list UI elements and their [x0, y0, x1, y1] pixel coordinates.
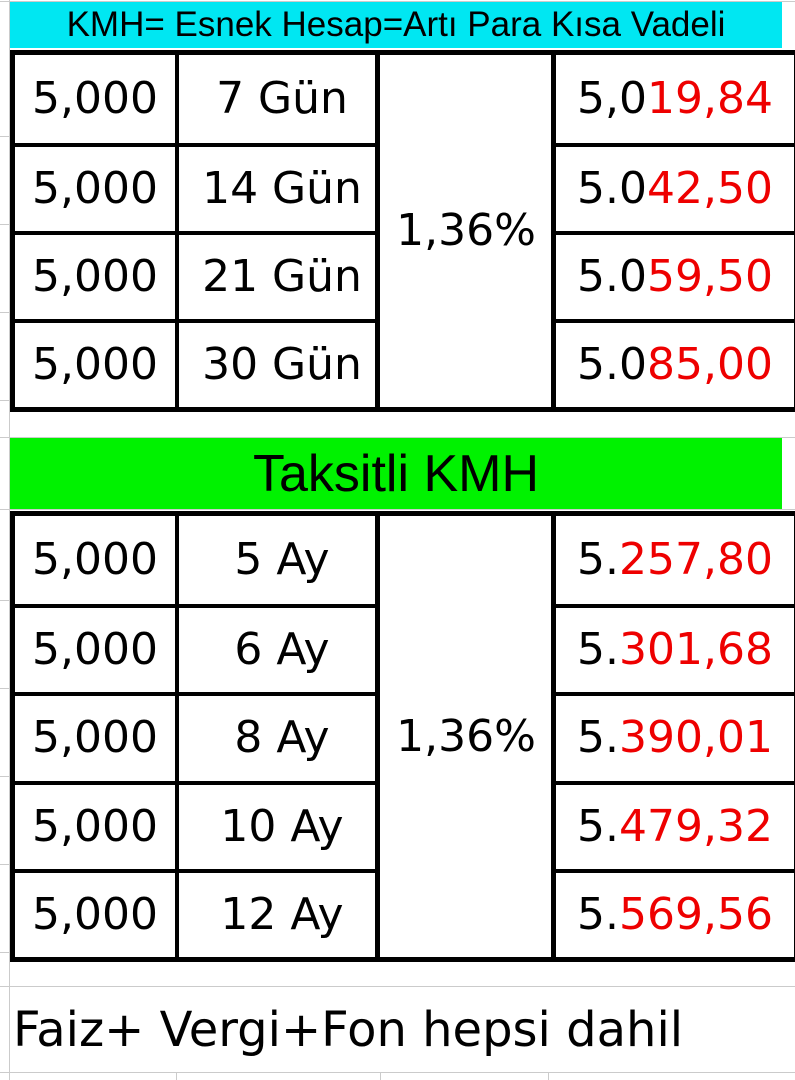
table2-result-block: 5. 257,80 5. 301,68 5. 390,01 5. 479,32 5. 56… — [551, 511, 795, 962]
value-prefix: 5. — [577, 712, 619, 764]
value-highlight: 301,68 — [619, 624, 773, 676]
table1-rate-block: 1,36% — [375, 50, 557, 412]
cell-amount[interactable]: 5,000 — [15, 319, 175, 407]
gridline — [0, 1, 795, 2]
table2-rate-block: 1,36% — [375, 511, 557, 962]
cell-amount[interactable]: 5,000 — [15, 231, 175, 319]
cell-amount[interactable]: 5,000 — [32, 534, 158, 586]
value-prefix: 5.0 — [577, 339, 647, 390]
cell-amount[interactable]: 5,000 — [15, 143, 175, 231]
cell-amount[interactable]: 5,000 — [15, 868, 175, 957]
cell-amount[interactable]: 5,000 — [15, 780, 175, 869]
value-prefix: 5. — [577, 624, 619, 676]
cell-term[interactable]: 12 Ay — [175, 868, 385, 957]
gridline — [176, 1072, 177, 1080]
cell-result[interactable]: 5,0 19,84 — [556, 55, 794, 143]
value-prefix: 5,0 — [577, 73, 647, 124]
table2-amount-term-block: 5,000 5 Ay 5,000 6 Ay 5,000 8 Ay 5,000 1… — [10, 511, 390, 962]
cell-amount[interactable]: 5,000 — [15, 692, 175, 780]
cell-amount[interactable]: 5,000 — [15, 604, 175, 692]
cell-result[interactable]: 5. 257,80 — [556, 516, 794, 604]
gridline — [548, 1072, 549, 1080]
gridline — [380, 1072, 381, 1080]
gridline — [0, 509, 795, 510]
gridline — [0, 1072, 795, 1073]
value-prefix: 5.0 — [577, 251, 647, 302]
value-prefix: 5. — [577, 534, 619, 586]
value-highlight: 19,84 — [647, 73, 773, 124]
cell-result[interactable]: 5. 569,56 — [556, 868, 794, 957]
value-prefix: 5.0 — [577, 163, 647, 214]
cell-term[interactable]: 10 Ay — [175, 780, 385, 869]
table1-amount-term-block: 5,000 7 Gün 5,000 14 Gün 5,000 21 Gün 5,… — [10, 50, 390, 412]
table1-result-block: 5,0 19,84 5.0 42,50 5.0 59,50 5.0 85,00 — [551, 50, 795, 412]
gridline — [9, 0, 10, 1080]
cell-amount[interactable]: 5,000 — [32, 73, 158, 124]
footnote-cell[interactable]: Faiz+ Vergi+Fon hepsi dahil — [13, 1002, 684, 1058]
value-highlight: 85,00 — [647, 339, 773, 390]
cell-rate[interactable]: 1,36% — [396, 710, 536, 762]
value-highlight: 257,80 — [619, 534, 773, 586]
value-highlight: 390,01 — [619, 712, 773, 764]
gridline — [0, 437, 795, 438]
cell-term[interactable]: 30 Gün — [175, 319, 385, 407]
cell-term[interactable]: 7 Gün — [175, 55, 385, 143]
value-highlight: 569,56 — [619, 888, 773, 940]
value-highlight: 59,50 — [647, 251, 773, 302]
value-highlight: 479,32 — [619, 800, 773, 852]
cell-rate[interactable]: 1,36% — [396, 205, 536, 256]
cell-term[interactable]: 21 Gün — [175, 231, 385, 319]
cell-result[interactable]: 5. 390,01 — [556, 692, 794, 780]
cell-result[interactable]: 5.0 59,50 — [556, 231, 794, 319]
cell-term[interactable]: 5 Ay — [175, 516, 385, 605]
header-taksitli-cell[interactable]: Taksitli KMH — [10, 438, 782, 509]
cell-result[interactable]: 5. 301,68 — [556, 604, 794, 692]
value-prefix: 5. — [577, 800, 619, 852]
cell-term[interactable]: 8 Ay — [175, 692, 385, 781]
cell-result[interactable]: 5.0 42,50 — [556, 143, 794, 231]
cell-term[interactable]: 14 Gün — [175, 143, 385, 231]
gridline — [0, 986, 795, 987]
cell-result[interactable]: 5. 479,32 — [556, 780, 794, 869]
cell-term[interactable]: 6 Ay — [175, 604, 385, 693]
cell-result[interactable]: 5.0 85,00 — [556, 319, 794, 407]
header-kmh-cell[interactable]: KMH= Esnek Hesap=Artı Para Kısa Vadeli — [10, 2, 782, 48]
value-highlight: 42,50 — [647, 163, 773, 214]
value-prefix: 5. — [577, 888, 619, 940]
